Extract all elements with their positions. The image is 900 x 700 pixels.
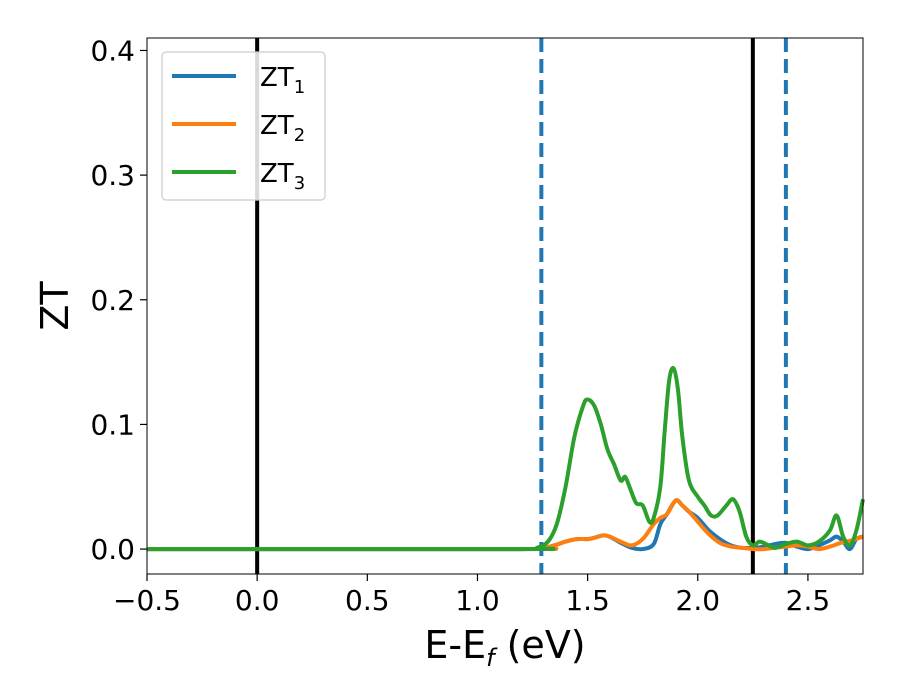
y-tick-label: 0.3 (90, 159, 135, 192)
x-axis-ticks: −0.5 0.0 0.5 1.0 1.5 2.0 2.5 (113, 574, 830, 617)
legend-label-zt2: ZT2 (260, 111, 305, 146)
series-line-zt3 (146, 366, 865, 552)
x-tick-label: 2.5 (786, 584, 831, 617)
x-tick-label: 0.0 (235, 584, 280, 617)
legend: ZT1 ZT2 ZT3 (161, 51, 326, 201)
y-tick-label: 0.4 (90, 34, 135, 67)
x-tick-label: 1.5 (565, 584, 610, 617)
x-axis-label: E-Ef (eV) (424, 623, 585, 672)
y-tick-label: 0.0 (90, 533, 135, 566)
series-lines (146, 366, 865, 552)
x-tick-label: −0.5 (113, 584, 181, 617)
y-axis-label: ZT (33, 281, 77, 331)
x-tick-label: 0.5 (345, 584, 390, 617)
y-axis-ticks: 0.0 0.1 0.2 0.3 0.4 (90, 34, 147, 566)
x-tick-label: 2.0 (676, 584, 721, 617)
x-tick-label: 1.0 (455, 584, 500, 617)
y-tick-label: 0.1 (90, 408, 135, 441)
legend-label-zt3: ZT3 (260, 159, 305, 194)
legend-label-zt1: ZT1 (260, 63, 305, 98)
series-line-zt2 (146, 498, 864, 552)
reference-lines (255, 38, 788, 574)
plot-frame (146, 37, 864, 575)
legend-box (161, 51, 326, 201)
y-tick-label: 0.2 (90, 284, 135, 317)
